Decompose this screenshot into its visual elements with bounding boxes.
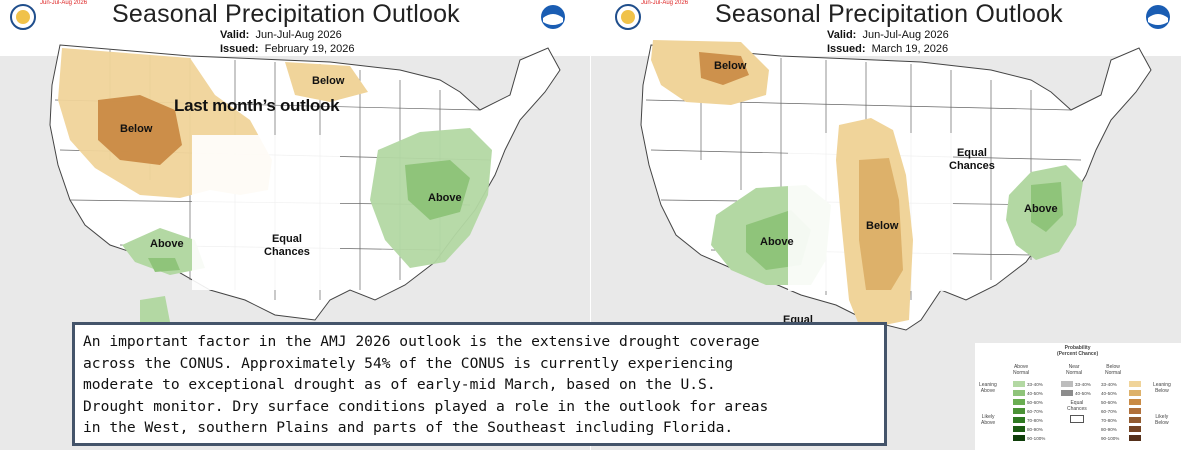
below-west-core xyxy=(98,95,182,165)
noaa-logo-icon xyxy=(1146,5,1170,29)
legend-range-above-3: 60-70% xyxy=(1027,409,1043,414)
legend-range-below-5: 80-90% xyxy=(1101,427,1117,432)
legend-range-above-0: 33-40% xyxy=(1027,382,1043,387)
legend-range-above-1: 40-50% xyxy=(1027,391,1043,396)
run-label: Jun-Jul-Aug 2026 xyxy=(641,0,689,6)
probability-legend: Probability (Percent Chance) Above Norma… xyxy=(975,343,1181,448)
left-outlook-panel: Jun-Jul-Aug 2026 Seasonal Precipitation … xyxy=(0,0,590,450)
noaa-logo-icon xyxy=(541,5,565,29)
map-title: Seasonal Precipitation Outlook xyxy=(715,0,1063,28)
label-above-southwest: Above xyxy=(760,236,794,248)
legend-likely-above: Likely Above xyxy=(981,414,996,426)
legend-range-below-1: 40-50% xyxy=(1101,391,1117,396)
legend-swatch-above-0 xyxy=(1013,381,1025,387)
legend-title: Probability (Percent Chance) xyxy=(1057,345,1099,357)
legend-swatch-below-1 xyxy=(1129,390,1141,396)
legend-range-below-2: 50-60% xyxy=(1101,400,1117,405)
label-below-central: Below xyxy=(866,220,899,232)
below-northwest-core xyxy=(699,52,749,85)
legend-swatch-equal xyxy=(1070,415,1084,423)
map-title: Seasonal Precipitation Outlook xyxy=(112,0,460,28)
above-southwest-region xyxy=(122,228,205,275)
legend-swatch-above-5 xyxy=(1013,426,1025,432)
legend-swatch-near-0 xyxy=(1061,381,1073,387)
legend-range-below-3: 60-70% xyxy=(1101,409,1117,414)
doc-seal-icon xyxy=(10,4,36,30)
legend-range-below-0: 33-40% xyxy=(1101,382,1117,387)
below-north-region xyxy=(285,62,368,102)
label-below-north: Below xyxy=(312,75,345,87)
below-central-core xyxy=(859,158,903,290)
left-precip-map xyxy=(0,44,590,450)
legend-col-near: Near Normal xyxy=(1066,364,1083,376)
legend-swatch-above-6 xyxy=(1013,435,1025,441)
legend-backdrop xyxy=(975,343,1181,450)
valid-line: Valid: Jun-Jul-Aug 2026 xyxy=(220,29,342,41)
legend-range-above-6: 90-100% xyxy=(1027,436,1046,441)
legend-swatch-above-2 xyxy=(1013,399,1025,405)
legend-range-below-6: 90-100% xyxy=(1101,436,1120,441)
legend-swatch-below-5 xyxy=(1129,426,1141,432)
legend-range-below-4: 70-80% xyxy=(1101,418,1117,423)
legend-equal-chances: Equal Chances xyxy=(1067,400,1087,412)
drought-explanation-textbox: An important factor in the AMJ 2026 outl… xyxy=(72,322,887,446)
valid-line: Valid: Jun-Jul-Aug 2026 xyxy=(827,29,949,41)
issued-line: Issued: February 19, 2026 xyxy=(220,43,355,55)
legend-range-above-4: 70-80% xyxy=(1027,418,1043,423)
label-equal-chances: Equal Chances xyxy=(949,147,995,172)
legend-swatch-below-6 xyxy=(1129,435,1141,441)
legend-range-near-0: 33-40% xyxy=(1075,382,1091,387)
issued-line: Issued: March 19, 2026 xyxy=(827,43,949,55)
legend-swatch-above-3 xyxy=(1013,408,1025,414)
legend-swatch-above-4 xyxy=(1013,417,1025,423)
legend-swatch-below-2 xyxy=(1129,399,1141,405)
legend-swatch-above-1 xyxy=(1013,390,1025,396)
label-above-east: Above xyxy=(428,192,462,204)
legend-swatch-near-1 xyxy=(1061,390,1073,396)
equal-chances-highlight xyxy=(192,135,340,290)
legend-leaning-above: Leaning Above xyxy=(979,382,997,394)
florida-edge xyxy=(140,296,170,322)
above-southwest-core xyxy=(148,258,180,272)
legend-col-above: Above Normal xyxy=(1013,364,1030,376)
run-label: Jun-Jul-Aug 2026 xyxy=(40,0,88,6)
legend-col-below: Below Normal xyxy=(1105,364,1122,376)
legend-leaning-below: Leaning Below xyxy=(1153,382,1171,394)
legend-swatch-below-4 xyxy=(1129,417,1141,423)
legend-range-near-1: 40-50% xyxy=(1075,391,1091,396)
legend-likely-below: Likely Below xyxy=(1155,414,1169,426)
last-month-outlook-caption: Last month’s outlook xyxy=(174,96,340,115)
label-below-west: Below xyxy=(120,123,153,135)
label-above-southwest: Above xyxy=(150,238,184,250)
label-below-northwest: Below xyxy=(714,60,747,72)
label-equal-chances: Equal Chances xyxy=(264,233,310,258)
legend-range-above-5: 80-90% xyxy=(1027,427,1043,432)
doc-seal-icon xyxy=(615,4,641,30)
legend-swatch-below-3 xyxy=(1129,408,1141,414)
label-above-southeast: Above xyxy=(1024,203,1058,215)
above-east-core xyxy=(405,160,470,220)
legend-swatch-below-0 xyxy=(1129,381,1141,387)
above-southeast-core xyxy=(1031,182,1063,232)
legend-range-above-2: 50-60% xyxy=(1027,400,1043,405)
